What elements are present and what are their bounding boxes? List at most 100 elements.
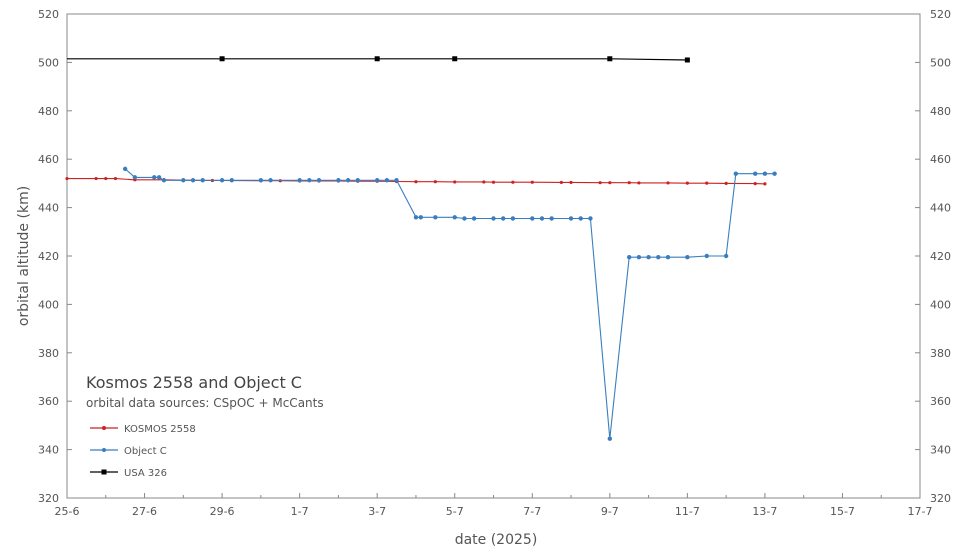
data-point [336,178,341,183]
x-tick-label: 5-7 [446,505,464,518]
data-point [113,176,118,181]
data-point [666,181,670,185]
data-point [578,216,583,221]
data-point [258,178,264,183]
y-tick-label-right: 400 [930,298,951,311]
data-point [627,181,631,185]
x-tick-label: 9-7 [601,505,619,518]
data-point [646,255,651,260]
data-point [705,181,709,185]
data-point [511,180,515,184]
x-axis-label: date (2025) [455,532,538,548]
data-point [608,181,612,185]
legend-label: Object C [124,446,167,457]
data-point [384,178,390,183]
data-point [161,178,167,183]
data-point [723,253,729,259]
data-point [345,178,351,183]
chart-title: Kosmos 2558 and Object C [86,373,302,392]
y-tick-label: 500 [38,56,59,69]
data-point [636,255,642,260]
data-point [491,180,496,184]
legend-label: KOSMOS 2558 [124,424,196,435]
plot-area [66,13,921,499]
x-tick-label: 17-7 [908,505,933,518]
y-tick-label: 520 [38,8,59,21]
data-point [607,56,613,62]
data-point [452,215,457,220]
data-point [763,182,767,186]
data-point [122,166,128,172]
data-point [568,216,574,221]
series-usa-326 [67,56,690,63]
data-point [65,176,69,181]
x-tick-label: 29-6 [210,505,235,518]
data-point [733,171,739,176]
data-point [539,216,545,221]
y-tick-label-right: 420 [930,250,951,263]
data-point [598,181,602,185]
y-tick-label: 460 [38,153,59,166]
data-point [530,180,534,184]
data-point [665,255,671,260]
data-point [724,181,728,185]
data-point [200,178,205,183]
data-point [355,178,360,183]
y-tick-label-right: 520 [930,8,951,21]
x-tick-label: 3-7 [368,505,386,518]
data-point [453,180,457,184]
y-tick-label: 420 [38,250,59,263]
data-point [394,178,399,183]
data-point [181,178,186,183]
data-point [229,178,234,183]
x-tick-label: 25-6 [55,505,80,518]
data-point [588,216,593,221]
series-layer [65,56,777,441]
data-point [684,57,690,63]
legend-marker [101,469,107,475]
y-tick-label: 320 [38,492,59,505]
y-tick-label-right: 320 [930,492,951,505]
y-tick-label-right: 380 [930,347,951,360]
y-tick-label-right: 340 [930,444,951,457]
chart-subtitle: orbital data sources: CSpOC + McCants [86,396,324,410]
y-tick-label: 380 [38,347,59,360]
data-point [491,216,496,221]
data-point [607,436,613,441]
data-point [656,255,661,260]
y-tick-label-right: 460 [930,153,951,166]
data-point [482,180,486,184]
data-point [462,216,467,221]
y-tick-label: 340 [38,444,59,457]
y-tick-label: 480 [38,105,59,118]
series-object-c [122,166,777,441]
legend-label: USA 326 [124,468,167,479]
x-tick-label: 1-7 [291,505,309,518]
x-tick-label: 13-7 [752,505,777,518]
data-point [219,178,225,183]
y-axis-right: 320 340 360 380 400 420 440 460 480 500 520 [915,8,951,505]
data-point [559,180,563,185]
legend: KOSMOS 2558 Object C USA 326 [90,424,196,479]
data-point [414,180,418,184]
x-tick-label: 7-7 [523,505,541,518]
data-point [156,175,162,180]
data-point [627,255,632,260]
data-point [152,175,157,180]
x-tick-label: 27-6 [132,505,157,518]
y-tick-label-right: 440 [930,202,951,215]
data-point [471,216,477,221]
data-point [104,176,108,181]
legend-marker [102,448,106,452]
x-axis: 25-6 27-6 29-6 1-7 3-7 5-7 7-7 9-7 11-7 13-7 15-7 1… [55,493,933,518]
y-tick-label: 360 [38,395,59,408]
y-tick-label-right: 480 [930,105,951,118]
y-axis-label: orbital altitude (km) [16,186,32,326]
data-point [685,255,690,260]
data-point [268,178,273,183]
data-point [413,215,419,220]
series-line [67,58,688,61]
y-tick-label-right: 500 [930,56,951,69]
x-tick-label: 15-7 [830,505,855,518]
